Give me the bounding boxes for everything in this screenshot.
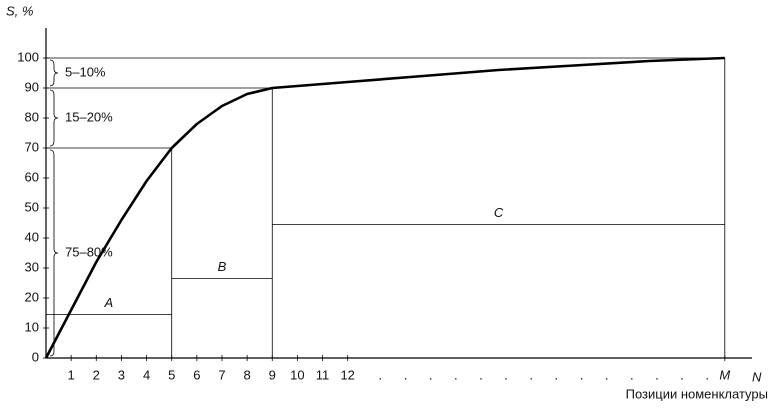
x-tick-label: 11 xyxy=(316,367,330,382)
x-tick-label: . xyxy=(379,367,383,382)
x-tick-label: 4 xyxy=(143,367,150,382)
x-tick-label: 5 xyxy=(168,367,175,382)
x-tick-label: . xyxy=(504,367,508,382)
x-tick-label: 9 xyxy=(269,367,276,382)
zone-label: B xyxy=(218,259,227,274)
y-tick-label: 40 xyxy=(25,229,39,244)
x-tick-label: . xyxy=(680,367,684,382)
x-tick-label: 6 xyxy=(193,367,200,382)
y-tick-label: 10 xyxy=(25,319,39,334)
share-label: 5–10% xyxy=(65,64,106,79)
x-tick-label: M xyxy=(719,367,730,382)
x-tick-label: . xyxy=(429,367,433,382)
y-tick-label: 70 xyxy=(25,139,39,154)
share-brace xyxy=(49,89,59,147)
x-axis-label: N xyxy=(752,369,762,384)
x-axis-title: Позиции номенклатуры xyxy=(626,386,768,401)
y-tick-label: 80 xyxy=(25,109,39,124)
x-tick-label: . xyxy=(655,367,659,382)
share-brace xyxy=(49,59,59,87)
zone-label: A xyxy=(104,295,114,310)
curve xyxy=(44,56,725,359)
y-tick-label: 60 xyxy=(25,169,39,184)
x-tick-label: 3 xyxy=(118,367,125,382)
y-tick-label: 100 xyxy=(17,49,39,64)
x-tick-label: . xyxy=(454,367,458,382)
x-tick-label: 2 xyxy=(93,367,100,382)
share-brace xyxy=(49,149,59,357)
x-tick-label: 7 xyxy=(218,367,225,382)
x-tick-label: . xyxy=(529,367,533,382)
x-tick-label: . xyxy=(404,367,408,382)
x-tick-label: 8 xyxy=(244,367,251,382)
x-tick-label: 10 xyxy=(290,367,304,382)
x-tick-label: . xyxy=(705,367,709,382)
y-tick-label: 50 xyxy=(25,199,39,214)
x-tick-label: . xyxy=(580,367,584,382)
x-tick-label: . xyxy=(555,367,559,382)
y-tick-label: 90 xyxy=(25,79,39,94)
x-tick-label: . xyxy=(605,367,609,382)
y-tick-label: 30 xyxy=(25,259,39,274)
share-label: 15–20% xyxy=(65,109,113,124)
x-tick-label: 1 xyxy=(68,367,75,382)
x-tick-label: 12 xyxy=(340,367,354,382)
y-axis-label: S, % xyxy=(6,3,33,18)
x-tick-label: . xyxy=(479,367,483,382)
zone-label: C xyxy=(494,205,504,220)
y-tick-label: 0 xyxy=(32,349,39,364)
y-tick-label: 20 xyxy=(25,289,39,304)
x-tick-label: . xyxy=(630,367,634,382)
